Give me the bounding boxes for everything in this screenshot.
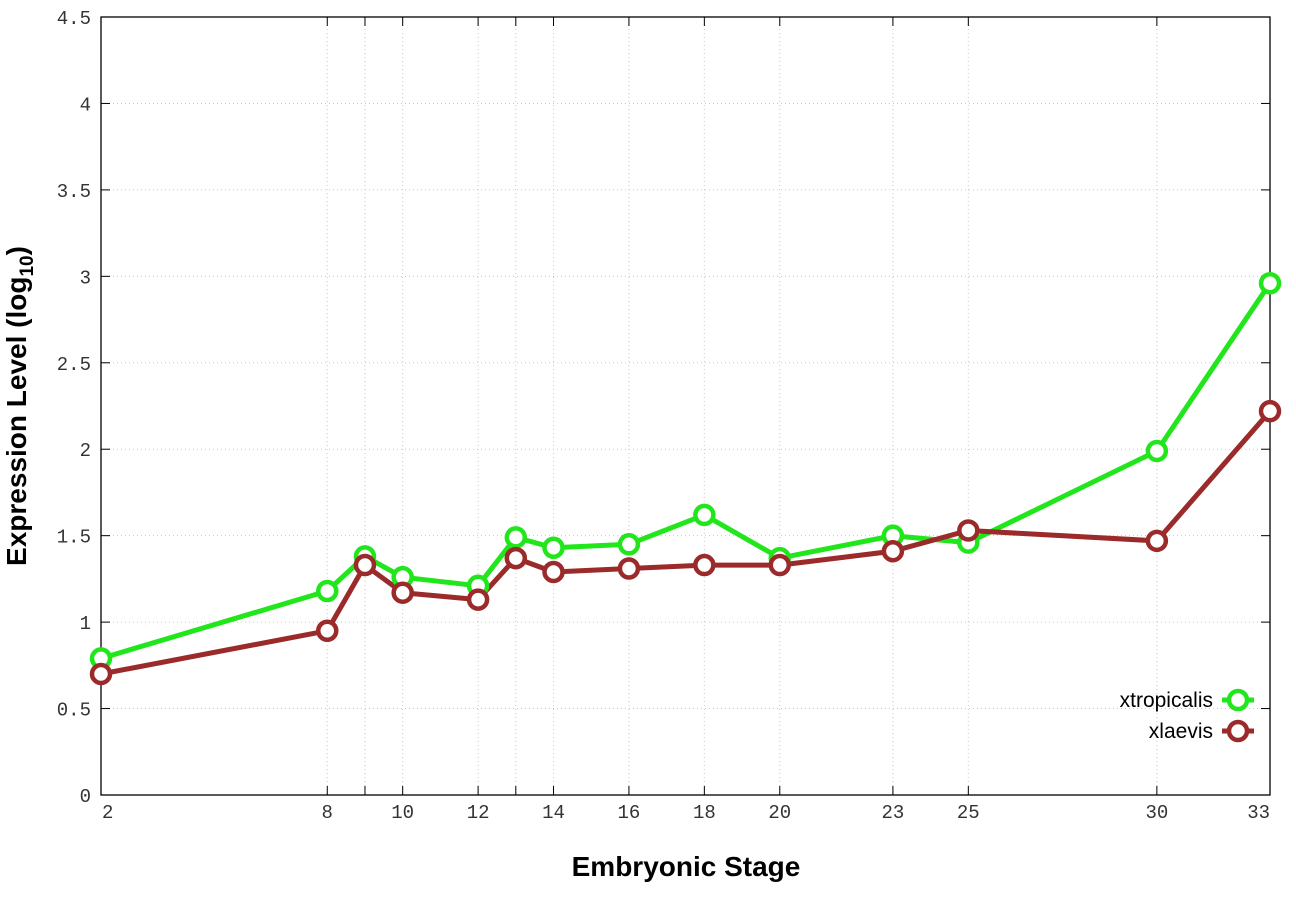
series-line-xtropicalis (98, 280, 1273, 661)
x-tick-label: 2 (102, 802, 113, 824)
data-point-xtropicalis (617, 533, 641, 556)
x-tick-label: 12 (467, 802, 490, 824)
legend-label-xlaevis: xlaevis (1149, 720, 1213, 743)
x-tick-label: 14 (542, 802, 565, 824)
grid-lines (101, 17, 1270, 795)
data-point-xtropicalis (316, 579, 339, 603)
y-tick-label: 0.5 (57, 700, 91, 722)
y-axis-title-close: ) (1, 246, 32, 255)
y-tick-label: 4.5 (57, 8, 91, 30)
data-point-xtropicalis (504, 526, 528, 549)
data-point-xlaevis (542, 560, 565, 584)
data-point-xlaevis (1258, 399, 1282, 423)
data-point-xlaevis (1145, 529, 1169, 553)
axis-ticks: 0 0.5 1 1.5 2 2.5 3 3.5 4 4.5 2 8 10 12 14 16 18 20 23 25 30… (57, 8, 1271, 824)
plot-frame (100, 16, 1271, 796)
x-tick-label: 23 (881, 802, 904, 824)
data-point-xlaevis (504, 546, 528, 570)
x-tick-label: 20 (768, 802, 791, 824)
y-axis-title-subscript: 10 (17, 255, 38, 276)
x-tick-label: 25 (957, 802, 980, 824)
data-point-xlaevis (957, 519, 980, 542)
data-point-xtropicalis (693, 503, 716, 527)
y-tick-label: 0 (80, 786, 91, 808)
x-tick-label: 8 (322, 802, 333, 824)
y-tick-label: 3 (80, 267, 91, 289)
y-axis-title: Expression Level (log10) (1, 246, 38, 566)
x-axis-title: Embryonic Stage (572, 851, 801, 882)
data-point-xlaevis (353, 553, 377, 577)
data-point-xlaevis (466, 588, 490, 611)
x-tick-label: 30 (1145, 802, 1168, 824)
data-point-xlaevis (391, 581, 414, 604)
data-point-xtropicalis (1145, 439, 1169, 463)
y-tick-label: 3.5 (57, 181, 91, 203)
x-tick-label: 33 (1247, 802, 1270, 824)
data-point-xlaevis (881, 539, 905, 563)
series-line-xlaevis (98, 408, 1273, 677)
y-tick-label: 1.5 (57, 527, 91, 549)
data-point-xlaevis (89, 662, 113, 686)
data-point-xlaevis (617, 557, 641, 580)
y-axis-title-main: Expression Level (log (1, 277, 32, 566)
y-tick-label: 2 (80, 440, 91, 462)
legend-marker-xlaevis (1226, 719, 1250, 743)
y-tick-label: 1 (80, 613, 91, 635)
data-point-xtropicalis (542, 536, 565, 560)
data-point-xlaevis (693, 553, 716, 577)
x-tick-label: 18 (693, 802, 716, 824)
x-tick-label: 10 (391, 802, 414, 824)
y-tick-label: 4 (80, 94, 91, 116)
legend-marker-xtropicalis (1226, 688, 1250, 712)
legend: xtropicalis xlaevis (1120, 688, 1254, 743)
x-tick-label: 16 (618, 802, 641, 824)
data-point-xlaevis (316, 619, 339, 643)
series-lines (89, 271, 1282, 686)
data-point-xtropicalis (1258, 271, 1282, 295)
y-tick-label: 2.5 (57, 354, 91, 376)
legend-label-xtropicalis: xtropicalis (1120, 689, 1213, 712)
data-point-xlaevis (768, 553, 792, 577)
